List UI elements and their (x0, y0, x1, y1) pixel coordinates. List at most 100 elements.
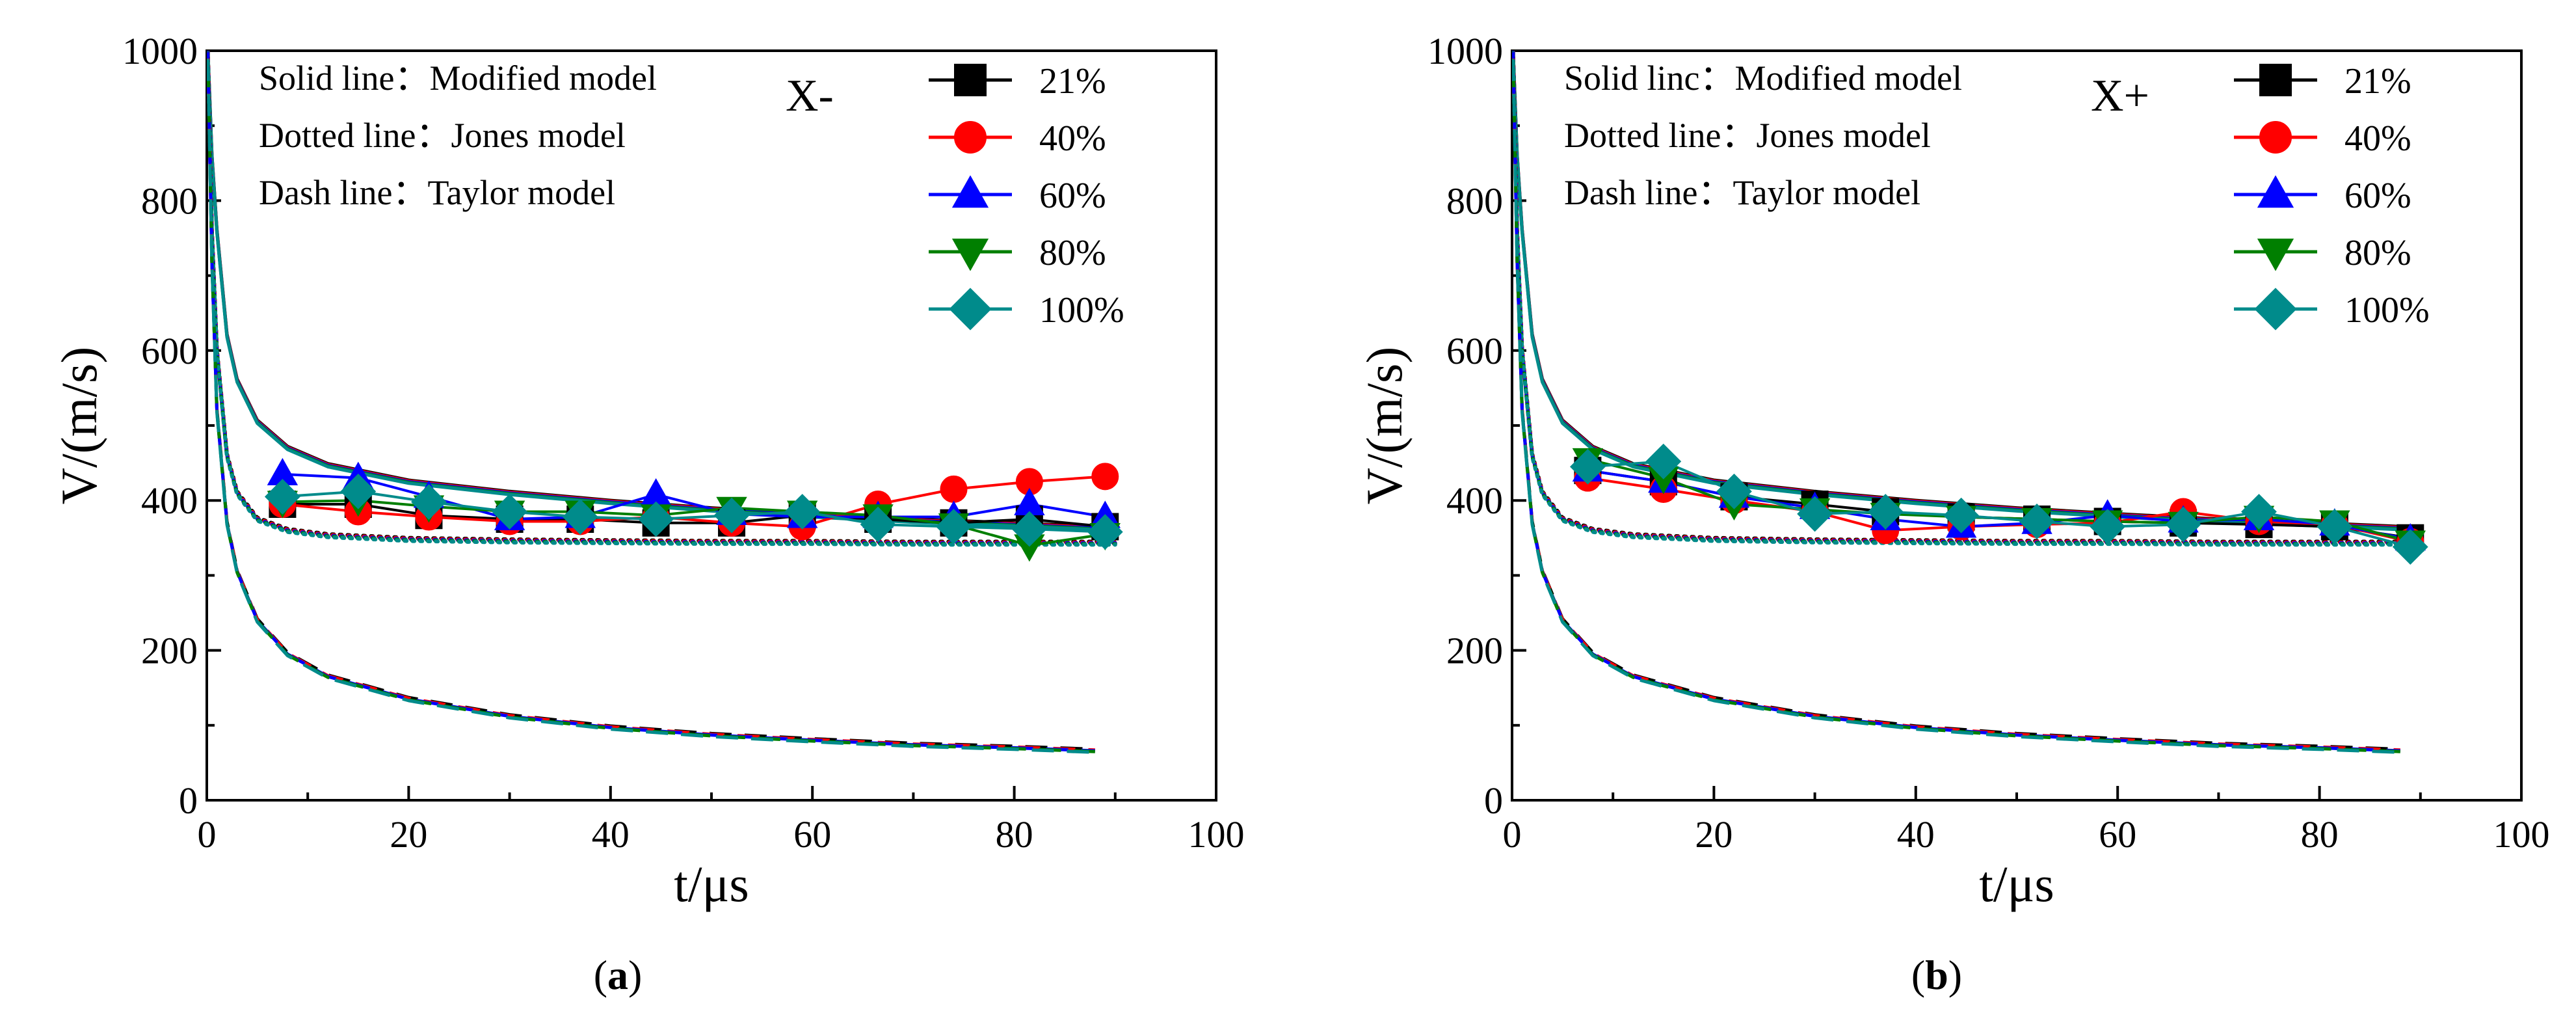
data-point-100pct (1087, 514, 1123, 550)
legend-label: 80% (1039, 233, 1106, 273)
y-tick-label: 600 (141, 330, 198, 372)
x-tick-label: 40 (1897, 813, 1935, 856)
series-line-80pct (1587, 457, 2411, 543)
legend-label: 40% (2344, 118, 2411, 159)
line-style-note: Dash line：Taylor model (1564, 173, 1920, 212)
legend-label: 40% (1039, 118, 1106, 159)
x-tick-label: 60 (793, 813, 831, 856)
data-point-100pct (1943, 497, 1980, 533)
legend-marker-100pct (949, 288, 992, 331)
legend-label: 21% (2344, 61, 2411, 101)
model-curve-dash-80pct (1512, 51, 2400, 753)
x-tick-label: 100 (2493, 813, 2550, 856)
line-style-note: Solid linc：Modified model (1564, 59, 1962, 98)
y-axis-label: V/(m/s) (51, 347, 107, 505)
data-point-100pct (2317, 509, 2353, 545)
model-curve-dash-40pct (1512, 51, 2400, 752)
data-point-100pct (2241, 494, 2277, 530)
data-point-60pct (640, 478, 672, 506)
x-tick-label: 40 (592, 813, 630, 856)
line-style-note: Dotted line：Jones model (259, 116, 626, 155)
y-axis-label: V/(m/s) (1356, 347, 1413, 505)
legend-marker-80pct (2257, 238, 2294, 271)
data-point-100pct (1867, 494, 1904, 530)
x-axis-label: t/μs (674, 856, 749, 912)
model-curve-dash-100pct (1512, 52, 2400, 754)
x-tick-label: 0 (1503, 813, 1522, 856)
model-curve-dash-100pct (207, 52, 1095, 754)
model-curve-dotted-100pct (207, 51, 1117, 547)
data-point-40pct (940, 476, 968, 503)
data-point-40pct (1015, 468, 1043, 496)
plot-frame (1511, 49, 2523, 802)
legend-label: 100% (1039, 290, 1124, 331)
legend-marker-60pct (951, 175, 989, 208)
legend-marker-40pct (2259, 121, 2292, 154)
data-point-100pct (2392, 529, 2428, 565)
model-curve-dash-40pct (207, 51, 1095, 752)
x-tick-label: 60 (2099, 813, 2136, 856)
line-style-note: Dash line：Taylor model (259, 173, 615, 212)
data-point-100pct (784, 494, 821, 530)
data-point-100pct (1645, 443, 1682, 479)
y-tick-label: 0 (1484, 779, 1503, 822)
data-point-100pct (936, 509, 972, 545)
data-point-100pct (264, 479, 300, 515)
data-point-100pct (562, 499, 598, 535)
y-tick-label: 600 (1446, 330, 1503, 372)
legend-label: 80% (2344, 233, 2411, 273)
legend-label: 60% (2344, 176, 2411, 216)
legend-marker-100pct (2254, 288, 2297, 331)
data-point-100pct (638, 501, 674, 537)
data-point-100pct (340, 473, 377, 509)
data-point-100pct (2165, 506, 2201, 543)
legend-marker-80pct (951, 238, 989, 271)
data-point-100pct (1797, 496, 1833, 532)
legend-marker-21pct (954, 64, 987, 96)
y-tick-label: 400 (141, 479, 198, 522)
plot-frame (206, 49, 1217, 802)
data-point-100pct (1569, 448, 1606, 485)
chart-panel-a: 0 20 40 60 80 10002004006008001000t/μsV/(m/s)… (51, 30, 1245, 998)
y-tick-label: 0 (179, 779, 198, 822)
line-style-note: Dotted line：Jones model (1564, 116, 1931, 155)
panel-caption: (b) (1911, 952, 1962, 998)
data-point-100pct (2019, 504, 2055, 539)
data-point-100pct (2090, 509, 2126, 545)
model-curve-dash-80pct (207, 51, 1095, 753)
data-point-60pct (1014, 487, 1045, 515)
x-tick-label: 80 (996, 813, 1033, 856)
legend-marker-40pct (953, 121, 987, 154)
y-tick-label: 800 (141, 180, 198, 222)
data-point-100pct (1716, 473, 1752, 509)
legend-label: 21% (1039, 61, 1106, 101)
x-axis-label: t/μs (1979, 856, 2054, 912)
chart-panel-b: 0 20 40 60 80 10002004006008001000t/μsV/(m/s)… (1356, 30, 2550, 998)
y-tick-label: 800 (1446, 180, 1503, 222)
y-tick-label: 200 (141, 630, 198, 672)
data-point-100pct (411, 484, 447, 520)
model-curve-dash-60pct (207, 51, 1095, 753)
y-tick-label: 1000 (1427, 30, 1503, 72)
x-tick-label: 80 (2301, 813, 2339, 856)
x-tick-label: 20 (1695, 813, 1733, 856)
x-tick-label: 100 (1188, 813, 1245, 856)
x-tick-label: 0 (198, 813, 217, 856)
y-tick-label: 1000 (122, 30, 198, 72)
y-tick-label: 400 (1446, 479, 1503, 522)
legend-marker-60pct (2257, 175, 2294, 208)
model-curve-dotted-100pct (1512, 51, 2423, 547)
legend-label: 60% (1039, 176, 1106, 216)
legend-label: 100% (2344, 290, 2430, 331)
data-point-100pct (713, 497, 750, 533)
data-point-40pct (1091, 463, 1119, 491)
direction-label: X+ (2091, 71, 2149, 121)
line-style-note: Solid line：Modified model (259, 59, 657, 98)
data-point-100pct (860, 506, 896, 543)
y-tick-label: 200 (1446, 630, 1503, 672)
x-tick-label: 20 (390, 813, 427, 856)
data-point-100pct (492, 494, 528, 530)
model-curve-dash-60pct (1512, 51, 2400, 753)
